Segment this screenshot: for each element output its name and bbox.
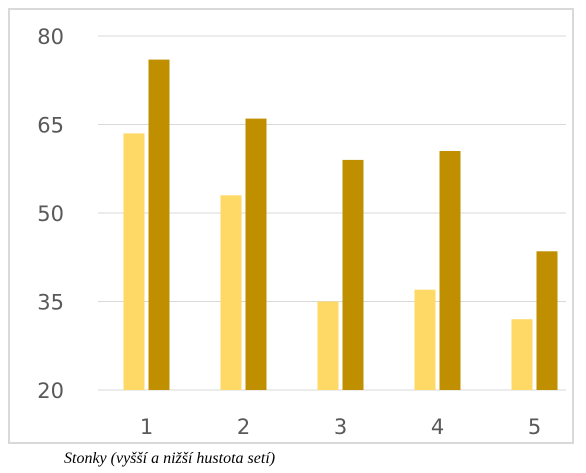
chart-caption: Stonky (vyšší a nižší hustota setí) xyxy=(64,450,276,467)
y-axis-ticks: 20 35 50 65 80 xyxy=(37,25,64,403)
x-axis-ticks: 1 2 3 4 5 xyxy=(140,415,541,439)
y-tick-label: 35 xyxy=(37,291,64,315)
x-tick-label: 1 xyxy=(140,415,153,439)
x-tick-label: 5 xyxy=(528,415,541,439)
y-tick-label: 65 xyxy=(37,114,64,138)
bar-series2-cat-2 xyxy=(245,118,267,390)
bar-series1-cat-5 xyxy=(511,319,533,390)
bars xyxy=(123,59,558,390)
x-tick-label: 4 xyxy=(431,415,444,439)
bar-series1-cat-1 xyxy=(123,133,145,390)
y-tick-label: 20 xyxy=(37,379,64,403)
chart-frame xyxy=(8,8,574,444)
bar-series2-cat-1 xyxy=(148,59,170,390)
bar-series2-cat-3 xyxy=(342,159,364,390)
bar-series2-cat-4 xyxy=(439,151,461,390)
y-tick-label: 50 xyxy=(37,202,64,226)
x-tick-label: 3 xyxy=(334,415,347,439)
bar-series1-cat-4 xyxy=(414,289,436,390)
x-tick-label: 2 xyxy=(237,415,250,439)
bar-series2-cat-5 xyxy=(536,251,558,390)
bar-series1-cat-2 xyxy=(220,195,242,390)
y-tick-label: 80 xyxy=(37,25,64,49)
bar-series1-cat-3 xyxy=(317,301,339,390)
